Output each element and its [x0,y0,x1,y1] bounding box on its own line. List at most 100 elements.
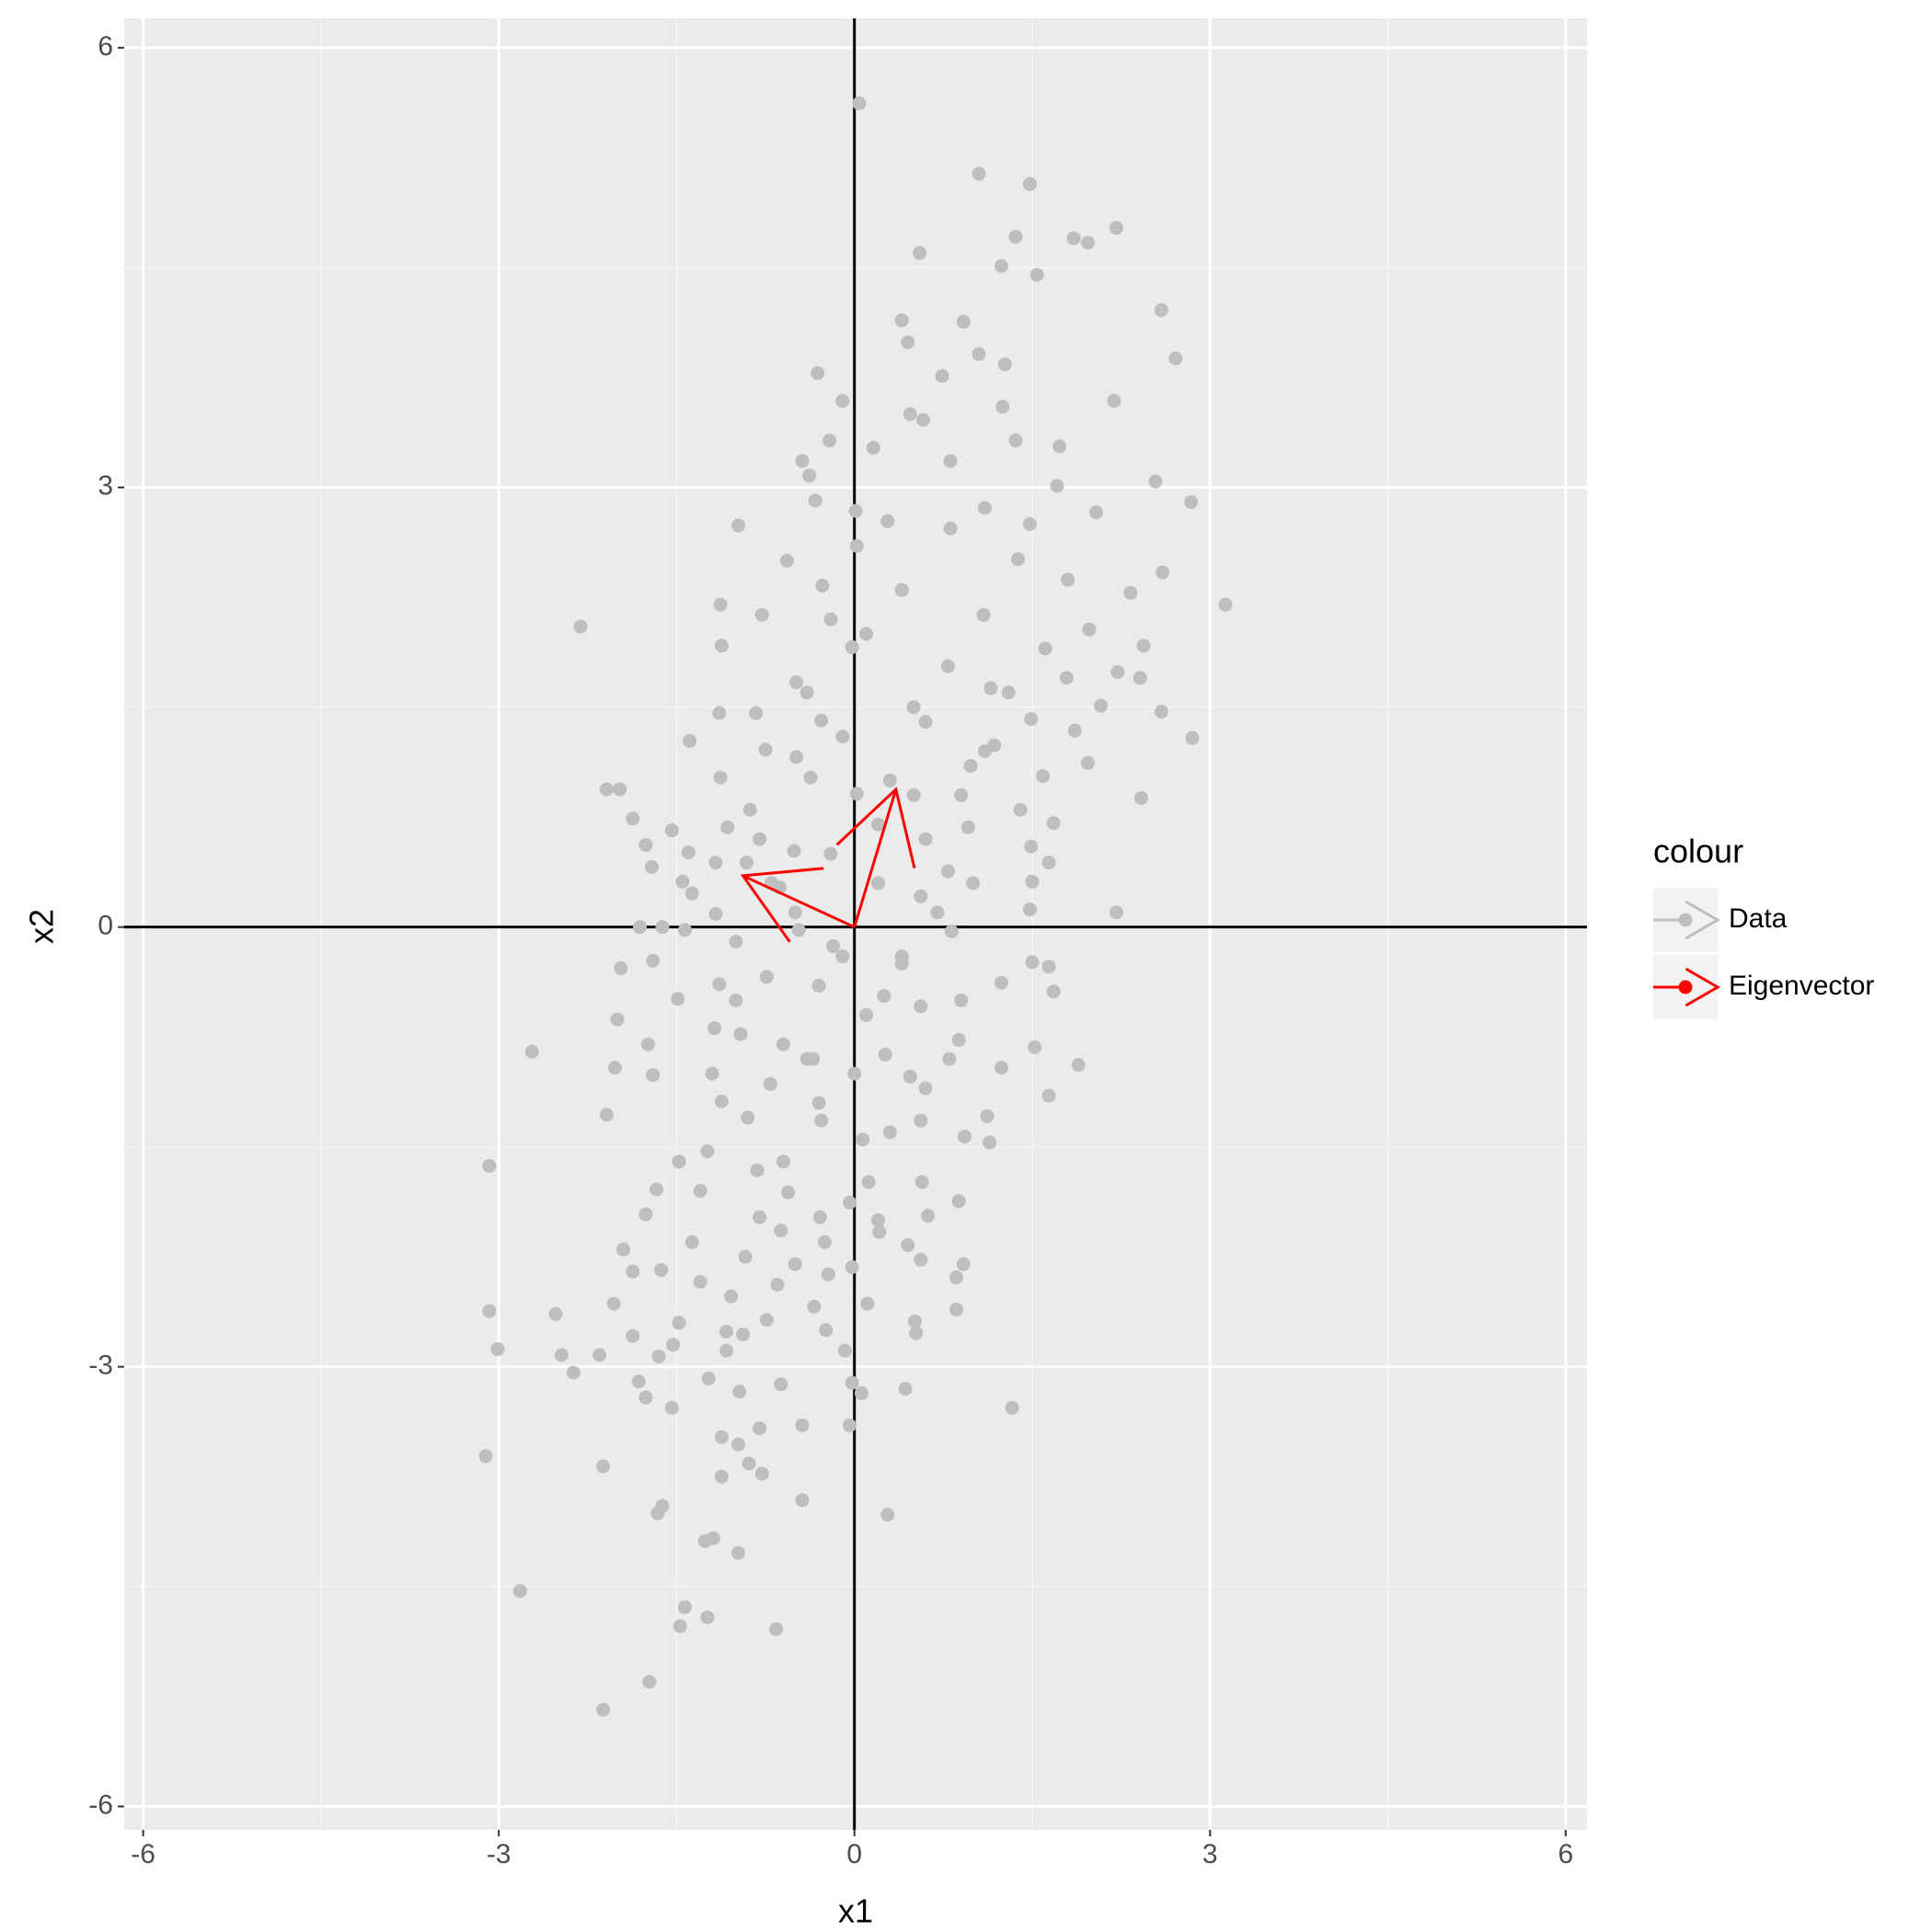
data-point [732,1385,747,1399]
data-point [1081,755,1096,770]
data-point [843,1418,857,1432]
data-point [742,802,757,817]
data-point [843,1195,857,1210]
data-point [906,700,921,715]
data-point [596,1459,611,1474]
data-point [763,1076,777,1091]
data-point [683,733,697,748]
data-point [1013,802,1028,817]
data-point [870,1213,885,1227]
data-point [1067,723,1082,738]
data-point [697,1534,712,1548]
data-point [729,935,743,949]
data-point [753,1421,767,1436]
data-point [554,1348,569,1363]
data-point [730,518,745,533]
data-point [1022,903,1037,917]
data-point [980,1109,995,1123]
data-point [714,1469,729,1484]
data-point [1082,622,1097,637]
data-point [878,1047,892,1062]
data-point [880,1507,895,1522]
y-tick-label: -3 [88,1351,113,1381]
data-point [512,1583,527,1598]
eigenvector-arrow [742,874,856,929]
data-point [666,1338,681,1352]
x-tick-label: 0 [846,1839,862,1869]
data-point [914,999,928,1014]
data-point [918,715,933,730]
data-point [1008,229,1023,244]
data-point [972,347,986,362]
data-point [880,513,895,528]
data-point [644,859,659,874]
data-point [606,1296,621,1311]
data-point [866,441,880,455]
data-point [977,500,992,515]
data-point [882,1125,897,1140]
data-point [849,787,864,801]
data-point [700,1610,715,1625]
data-point [949,1270,964,1284]
data-point [730,1546,745,1560]
data-point [815,579,830,593]
data-point [610,1012,625,1027]
data-point [739,856,753,870]
data-point [860,1296,875,1311]
data-point [632,920,647,935]
data-point [708,906,723,921]
data-point [870,817,885,832]
data-point [631,1374,646,1389]
data-point [1041,960,1056,974]
data-point [1109,905,1123,920]
data-point [894,949,909,964]
data-point [1025,874,1040,889]
data-point [654,1262,669,1277]
data-point [650,1182,664,1197]
data-point [651,1349,666,1363]
data-point [758,742,773,757]
data-point [1133,671,1147,685]
data-point [811,978,826,993]
data-point [787,844,801,858]
data-point [819,1323,834,1338]
data-point [1059,671,1074,685]
data-point [848,503,863,518]
data-point [859,627,874,641]
data-point [642,1674,657,1689]
data-point [1024,711,1039,726]
data-point [1024,839,1039,854]
data-point [638,1390,653,1405]
data-point [730,1437,745,1452]
data-point [845,1259,859,1274]
data-point [906,788,921,802]
data-point [524,1044,539,1059]
data-point [714,1430,729,1444]
data-point [901,1237,915,1252]
data-point [707,1021,722,1036]
data-point [592,1348,607,1363]
data-point [943,454,958,468]
data-point [719,1343,734,1358]
data-point [795,1493,810,1508]
data-point [781,1185,796,1200]
data-point [714,638,729,653]
data-point [799,1052,814,1066]
data-point [812,1210,827,1225]
data-point [607,1061,622,1075]
data-point [847,1066,862,1081]
data-point [817,1235,832,1249]
data-point [913,246,927,260]
data-point [994,259,1008,273]
data-point [482,1304,497,1318]
data-point [736,1328,751,1342]
x-axis-title: x1 [838,1892,873,1930]
y-tick-label: -6 [88,1789,113,1820]
data-point [963,758,978,773]
data-point [1022,517,1037,532]
data-point [941,864,956,879]
data-point [1184,495,1199,510]
data-point [907,1314,922,1328]
data-point [1029,268,1044,282]
